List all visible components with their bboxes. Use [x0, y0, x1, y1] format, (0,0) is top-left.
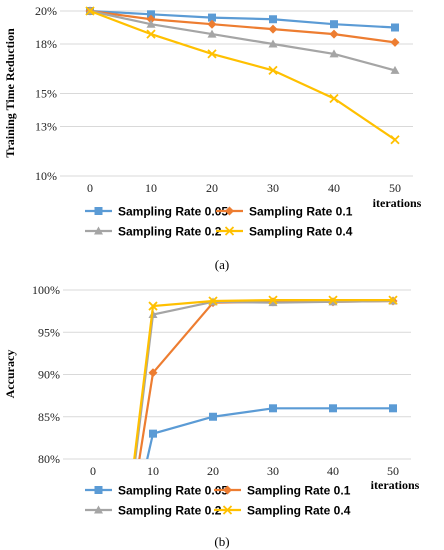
data-point — [269, 15, 277, 24]
x-tick-label: 50 — [389, 181, 401, 195]
x-tick-label: 40 — [327, 464, 339, 478]
x-tick-label: 20 — [207, 464, 219, 478]
legend-marker — [94, 226, 103, 235]
data-point — [148, 368, 158, 378]
data-point — [208, 13, 216, 22]
data-point — [207, 49, 217, 59]
series-line — [89, 9, 396, 29]
y-tick-label: 95% — [38, 325, 60, 339]
data-point — [209, 412, 217, 421]
data-point — [149, 429, 157, 438]
x-tick-label: 10 — [147, 464, 159, 478]
y-tick-label: 10% — [35, 169, 57, 183]
y-tick-label: 100% — [32, 283, 60, 297]
series-sampling-rate-0.4 — [133, 295, 398, 459]
series-line — [134, 299, 394, 459]
data-point — [390, 65, 400, 74]
legend-marker — [223, 485, 232, 495]
legend-label: Sampling Rate 0.1 — [247, 484, 351, 498]
series-line — [146, 407, 393, 459]
data-point — [207, 29, 217, 38]
figure-caption: (a) — [215, 257, 229, 272]
x-axis-label: iterations — [373, 196, 422, 210]
data-point — [389, 404, 397, 413]
y-tick-label: 20% — [35, 4, 57, 18]
data-point — [148, 301, 158, 311]
legend-item: Sampling Rate 0.05 — [85, 484, 228, 498]
data-point — [390, 37, 400, 47]
y-tick-label: 18% — [35, 37, 57, 51]
series-line — [89, 9, 396, 141]
x-tick-label: 10 — [145, 181, 157, 195]
data-point — [268, 65, 278, 76]
x-tick-label: 20 — [206, 181, 218, 195]
data-point — [388, 295, 398, 305]
legend-marker — [94, 486, 103, 494]
legend-item: Sampling Rate 0.2 — [85, 225, 222, 239]
data-point — [391, 23, 399, 32]
y-tick-label: 15% — [35, 87, 57, 101]
legend-item: Sampling Rate 0.05 — [85, 205, 228, 219]
data-point — [390, 135, 400, 145]
legend-label: Sampling Rate 0.2 — [118, 225, 222, 239]
legend-label: Sampling Rate 0.05 — [118, 484, 228, 498]
data-point — [328, 295, 338, 305]
series-sampling-rate-0.05 — [146, 404, 397, 459]
legend-marker — [222, 505, 233, 515]
data-point — [147, 10, 155, 19]
series-line — [133, 299, 393, 459]
data-point — [268, 24, 278, 34]
legend-item: Sampling Rate 0.4 — [214, 504, 351, 518]
data-point — [208, 296, 218, 306]
x-tick-label: 0 — [90, 464, 96, 478]
data-point — [268, 295, 278, 305]
data-point — [268, 298, 278, 307]
legend-marker — [94, 505, 103, 514]
y-tick-label: 85% — [38, 410, 60, 424]
legend-label: Sampling Rate 0.1 — [249, 205, 353, 219]
legend-item: Sampling Rate 0.2 — [85, 504, 222, 518]
x-tick-label: 30 — [267, 181, 279, 195]
data-point — [330, 20, 338, 29]
data-point — [268, 39, 278, 48]
legend-label: Sampling Rate 0.4 — [247, 504, 351, 518]
series-line — [89, 9, 396, 44]
data-point — [329, 49, 339, 58]
data-point — [146, 29, 156, 39]
legend-label: Sampling Rate 0.2 — [118, 504, 222, 518]
legend-marker — [94, 207, 103, 215]
legend-item: Sampling Rate 0.1 — [214, 484, 351, 498]
y-axis-label: Accuracy — [3, 350, 17, 399]
data-point — [329, 93, 339, 104]
legend-label: Sampling Rate 0.4 — [249, 225, 353, 239]
legend-item: Sampling Rate 0.1 — [216, 205, 353, 219]
legend-label: Sampling Rate 0.05 — [118, 205, 228, 219]
data-point — [146, 14, 156, 24]
figure-caption: (b) — [214, 534, 229, 549]
x-tick-label: 0 — [87, 181, 93, 195]
y-axis-label: Training Time Reduction — [3, 28, 17, 158]
y-tick-label: 90% — [38, 368, 60, 382]
x-tick-label: 50 — [387, 464, 399, 478]
data-point — [329, 29, 339, 39]
y-tick-label: 13% — [35, 120, 57, 134]
legend-marker — [224, 226, 235, 236]
x-axis-label: iterations — [371, 478, 420, 492]
series-sampling-rate-0.4 — [85, 6, 400, 145]
legend-marker — [225, 206, 234, 216]
data-point — [207, 19, 217, 29]
data-point — [269, 404, 277, 413]
series-line — [89, 9, 396, 72]
y-tick-label: 80% — [38, 452, 60, 466]
data-point — [85, 6, 95, 16]
data-point — [329, 404, 337, 413]
legend-item: Sampling Rate 0.4 — [216, 225, 353, 239]
x-tick-label: 40 — [328, 181, 340, 195]
x-tick-label: 30 — [267, 464, 279, 478]
data-point — [146, 19, 156, 28]
